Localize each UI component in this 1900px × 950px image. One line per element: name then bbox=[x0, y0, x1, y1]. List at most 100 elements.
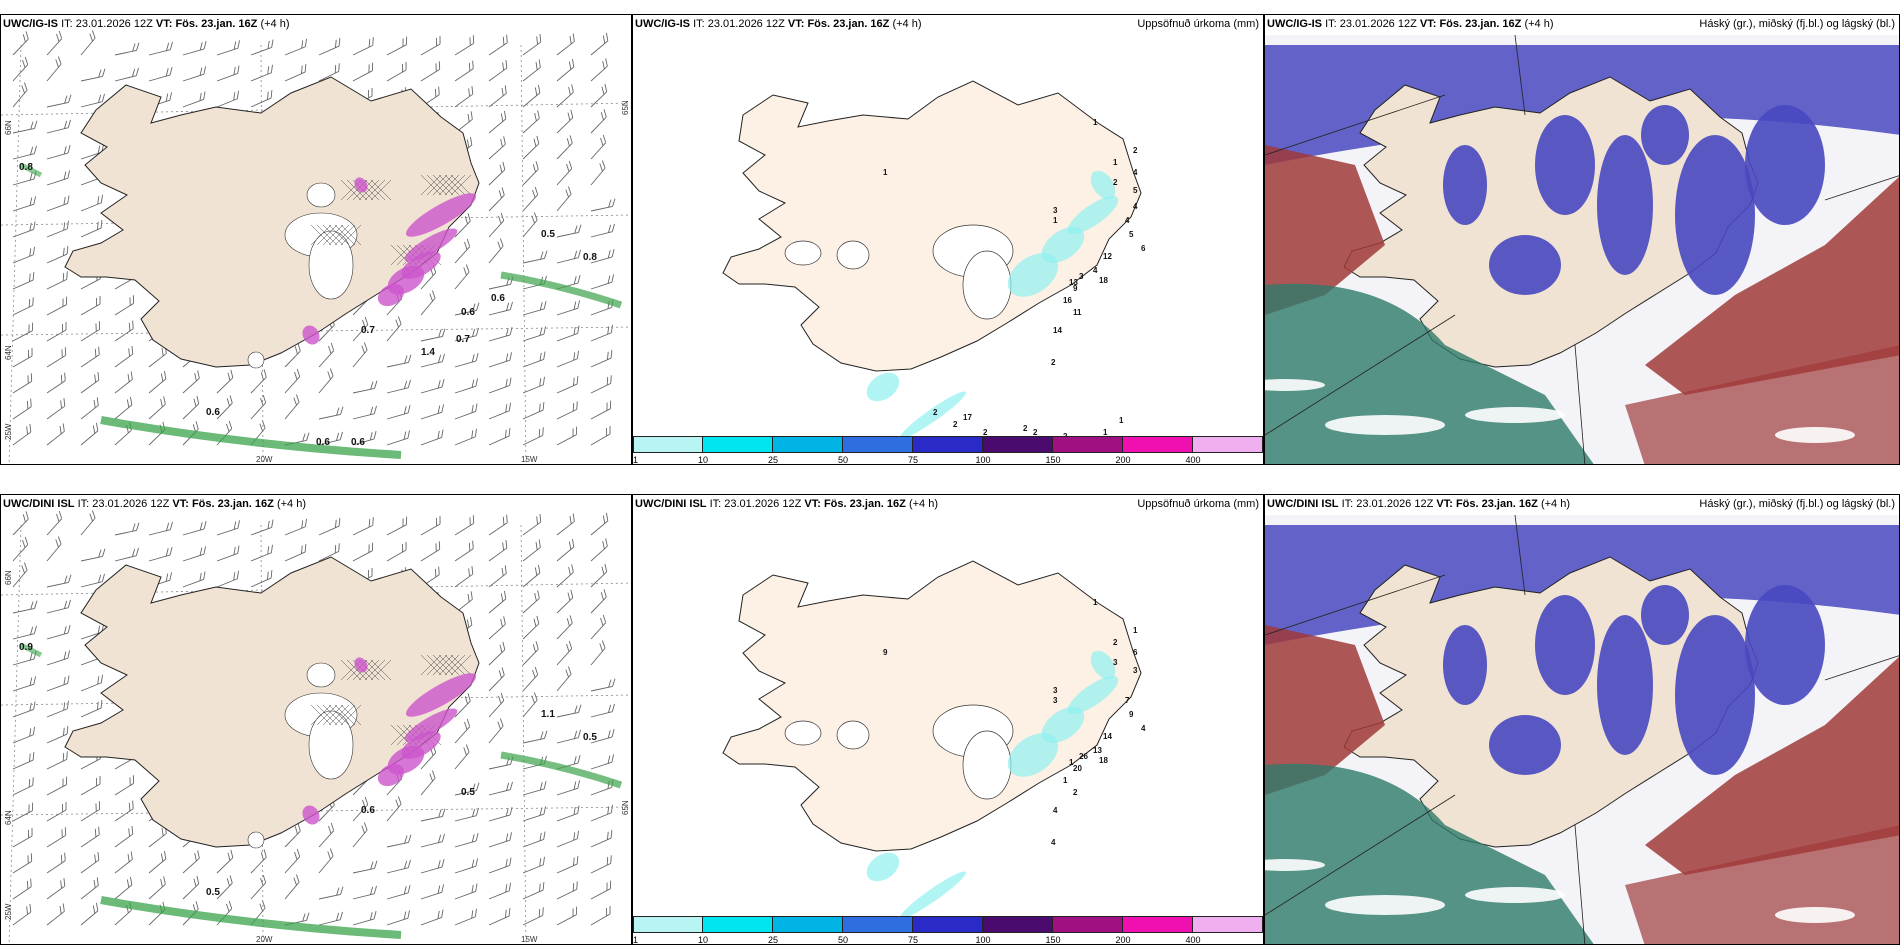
graticule-line bbox=[1265, 574, 1446, 636]
colorbar-tick-label: 50 bbox=[837, 455, 849, 465]
gust-areas bbox=[302, 177, 476, 345]
precip-colorbar: 1 10 25 50 75 100 150 200 400 bbox=[633, 916, 1263, 944]
precip-value: 18 bbox=[1099, 756, 1108, 765]
panel-title: UWC/IG-IS IT: 23.01.2026 12Z VT: Fös. 23… bbox=[635, 18, 922, 30]
glacier bbox=[962, 730, 1012, 800]
colorbar-segment bbox=[1053, 436, 1123, 453]
panel-right-title: Uppsöfnuð úrkoma (mm) bbox=[1137, 498, 1259, 510]
colorbar-segment bbox=[843, 436, 913, 453]
colorbar-segment bbox=[1123, 436, 1193, 453]
precip-value: 4 bbox=[1133, 202, 1138, 211]
high-cloud-area bbox=[1265, 145, 1385, 315]
colorbar-segment bbox=[912, 916, 983, 933]
lat-label-64n: 64N bbox=[4, 810, 13, 825]
lat-label-66n: 66N bbox=[4, 120, 13, 135]
iceland-land bbox=[722, 560, 1142, 852]
high-cloud-area bbox=[1265, 625, 1385, 795]
colorbar-segment bbox=[772, 436, 843, 453]
high-cloud-area bbox=[1645, 176, 1899, 395]
graticule-line bbox=[1265, 794, 1456, 916]
precip-value: 1 bbox=[1119, 416, 1124, 425]
low-cloud-area bbox=[1641, 105, 1689, 165]
low-cloud-area bbox=[1443, 625, 1487, 705]
wind-contour-label: 0.8 bbox=[583, 252, 597, 263]
colorbar-tick-label: 400 bbox=[1185, 455, 1201, 465]
panel-title: UWC/DINI ISL IT: 23.01.2026 12Z VT: Fös.… bbox=[1267, 498, 1570, 510]
lon-label-15w: 15W bbox=[521, 935, 538, 944]
wind-contour-label: 0.5 bbox=[541, 229, 555, 240]
precip-value: 1 bbox=[1053, 216, 1058, 225]
panel-title: UWC/IG-IS IT: 23.01.2026 12Z VT: Fös. 23… bbox=[3, 18, 290, 30]
lat-label-64n: 64N bbox=[4, 345, 13, 360]
lat-label-65n: 65N bbox=[621, 800, 630, 815]
colorbar-frame bbox=[633, 436, 1263, 453]
precip-value: 5 bbox=[1129, 230, 1134, 239]
precip-panel-top: UWC/IG-IS IT: 23.01.2026 12Z VT: Fös. 23… bbox=[632, 14, 1264, 465]
colorbar-tick-label: 200 bbox=[1115, 935, 1131, 945]
panel-right-title: Háský (gr.), miðský (fj.bl.) og lágský (… bbox=[1699, 498, 1895, 510]
lat-label-66n: 66N bbox=[4, 570, 13, 585]
precip-value: 1 bbox=[1103, 428, 1108, 437]
colorbar-tick-label: 100 bbox=[975, 455, 991, 465]
precip-areas bbox=[866, 170, 1119, 439]
precip-value: 2 bbox=[983, 428, 988, 437]
precip-value: 2 bbox=[1051, 358, 1056, 367]
lon-label-20w: 20W bbox=[256, 455, 273, 464]
low-cloud-area bbox=[1745, 585, 1825, 705]
precip-value: 7 bbox=[1125, 696, 1130, 705]
colorbar-segment bbox=[702, 916, 773, 933]
iceland-land bbox=[722, 80, 1142, 372]
wind-panel-bottom: UWC/DINI ISL IT: 23.01.2026 12Z VT: Fös.… bbox=[0, 494, 632, 945]
glacier bbox=[247, 831, 265, 849]
glacier bbox=[308, 230, 354, 300]
low-cloud-area bbox=[1675, 615, 1755, 775]
glacier bbox=[962, 250, 1012, 320]
precip-value: 11 bbox=[1073, 308, 1082, 317]
precip-value: 3 bbox=[1053, 696, 1058, 705]
precip-panel-bottom: UWC/DINI ISL IT: 23.01.2026 12Z VT: Fös.… bbox=[632, 494, 1264, 945]
colorbar-segment bbox=[1053, 916, 1123, 933]
precip-value: 3 bbox=[1113, 658, 1118, 667]
colorbar-segment bbox=[772, 916, 843, 933]
wind-contour-label: 0.6 bbox=[316, 437, 330, 448]
graticule-line bbox=[1514, 34, 1526, 116]
glacier bbox=[784, 240, 822, 266]
precip-value: 1 bbox=[1113, 158, 1118, 167]
lon-label-15w: 15W bbox=[521, 455, 538, 464]
glacier bbox=[836, 240, 870, 270]
precip-areas bbox=[866, 650, 1119, 919]
wind-contour-label: 1.1 bbox=[541, 709, 555, 720]
graticule-line bbox=[1574, 824, 1586, 944]
precip-colorbar: 1 10 25 50 75 100 150 200 400 bbox=[633, 436, 1263, 464]
precip-value: 14 bbox=[1103, 732, 1112, 741]
colorbar-frame bbox=[633, 916, 1263, 933]
precip-value: 6 bbox=[1141, 244, 1146, 253]
wind-map: 0.8 0.6 0.5 0.8 0.7 0.6 0.7 1.4 0.6 0.6 0.6 bbox=[1, 30, 631, 464]
panel-title: UWC/DINI ISL IT: 23.01.2026 12Z VT: Fös.… bbox=[3, 498, 306, 510]
precip-value: 1 bbox=[1069, 758, 1074, 767]
colorbar-segment bbox=[633, 436, 703, 453]
colorbar-segment bbox=[702, 436, 773, 453]
precip-value: 3 bbox=[1133, 666, 1138, 675]
precip-value: 5 bbox=[1133, 186, 1138, 195]
cloud-free-area bbox=[1325, 415, 1445, 435]
colorbar-tick-label: 200 bbox=[1115, 455, 1131, 465]
low-cloud-area bbox=[1535, 115, 1595, 215]
low-cloud-area bbox=[1745, 105, 1825, 225]
precip-value: 1 bbox=[1063, 776, 1068, 785]
cloud-map bbox=[1265, 34, 1899, 464]
precip-value: 26 bbox=[1079, 752, 1088, 761]
wind-contour-label: 0.5 bbox=[461, 787, 475, 798]
cloud-map bbox=[1265, 514, 1899, 944]
precip-value: 13 bbox=[1069, 278, 1078, 287]
cloud-panel-bottom: UWC/DINI ISL IT: 23.01.2026 12Z VT: Fös.… bbox=[1264, 494, 1900, 945]
precip-value: 2 bbox=[1023, 424, 1028, 433]
colorbar-segment bbox=[843, 916, 913, 933]
precip-value: 14 bbox=[1053, 326, 1062, 335]
precip-value: 2 bbox=[1113, 178, 1118, 187]
precip-value: 1 bbox=[1133, 626, 1138, 635]
lat-label-65n: 65N bbox=[621, 100, 630, 115]
precip-value: 16 bbox=[1063, 296, 1072, 305]
precip-value: 2 bbox=[953, 420, 958, 429]
cloud-free-area bbox=[1265, 859, 1325, 871]
